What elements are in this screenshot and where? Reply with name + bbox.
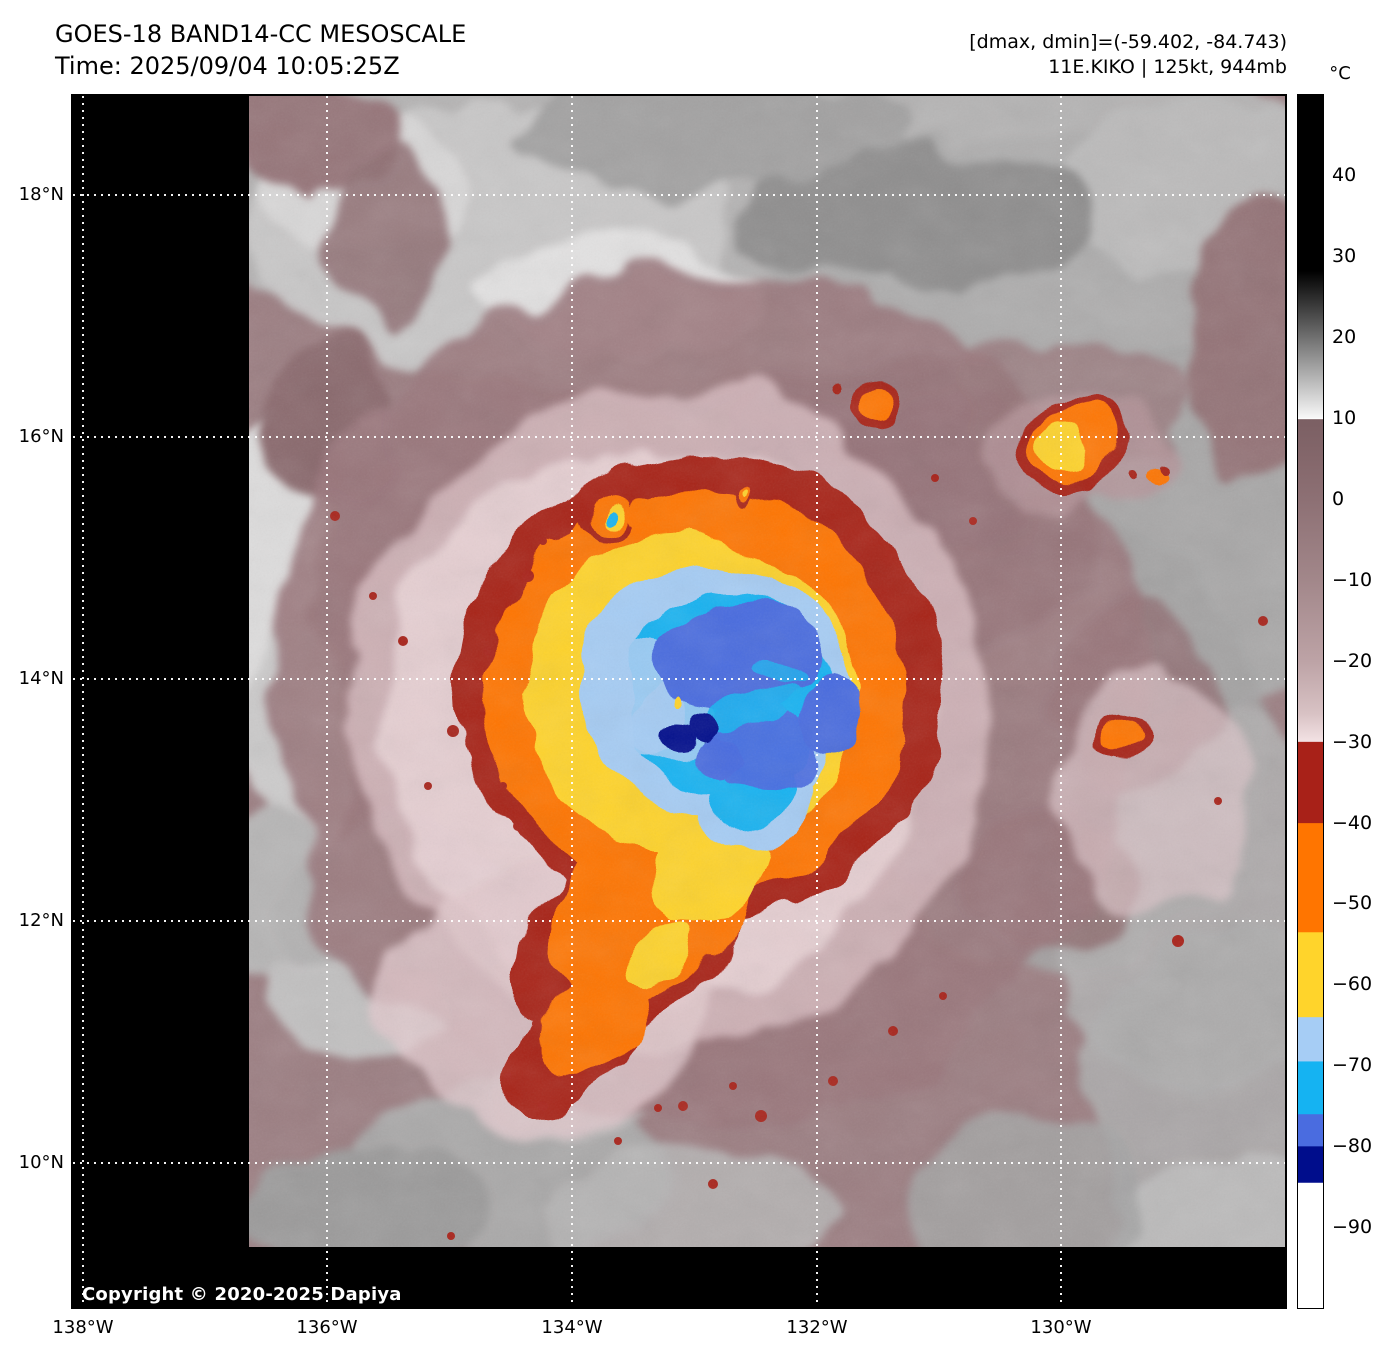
- lon-tick-134w: 134°W: [541, 1317, 603, 1338]
- cb-tick-10: 10: [1332, 407, 1357, 429]
- cb-tick-m40: −40: [1332, 812, 1373, 834]
- data-swath: [249, 96, 1285, 1247]
- copyright-watermark: Copyright © 2020-2025 Dapiya: [82, 1284, 402, 1305]
- cb-tick-m80: −80: [1332, 1135, 1373, 1157]
- lon-tick-132w: 132°W: [786, 1317, 848, 1338]
- lat-tick-10n: 10°N: [18, 1152, 64, 1173]
- lon-tick-136w: 136°W: [296, 1317, 358, 1338]
- satellite-map-panel: [71, 94, 1287, 1309]
- lat-tick-12n: 12°N: [18, 910, 64, 931]
- cb-tick-m30: −30: [1332, 731, 1373, 753]
- dmax-dmin-readout: [dmax, dmin]=(-59.402, -84.743): [969, 31, 1287, 53]
- temperature-colorbar: [1297, 94, 1324, 1309]
- lat-tick-18n: 18°N: [18, 184, 64, 205]
- cb-tick-m90: −90: [1332, 1216, 1373, 1238]
- cb-tick-m70: −70: [1332, 1054, 1373, 1076]
- storm-intensity-readout: 11E.KIKO | 125kt, 944mb: [1048, 56, 1287, 78]
- cb-tick-m60: −60: [1332, 973, 1373, 995]
- cb-tick-20: 20: [1332, 326, 1357, 348]
- figure-subtitle: Time: 2025/09/04 10:05:25Z: [55, 52, 400, 80]
- colorbar-units-label: °C: [1329, 63, 1351, 84]
- pixel-grain-overlay: [249, 96, 1285, 1247]
- cb-tick-30: 30: [1332, 245, 1357, 267]
- cb-tick-m20: −20: [1332, 650, 1373, 672]
- figure-title: GOES-18 BAND14-CC MESOSCALE: [55, 20, 467, 48]
- cb-tick-40: 40: [1332, 164, 1357, 186]
- satellite-infrared-image: [73, 96, 1285, 1307]
- graticule-gridlines: [73, 96, 1285, 1307]
- lon-tick-138w: 138°W: [52, 1317, 114, 1338]
- lat-tick-16n: 16°N: [18, 426, 64, 447]
- cb-tick-0: 0: [1332, 488, 1345, 510]
- lon-tick-130w: 130°W: [1030, 1317, 1092, 1338]
- cb-tick-m50: −50: [1332, 892, 1373, 914]
- cb-tick-m10: −10: [1332, 569, 1373, 591]
- lat-tick-14n: 14°N: [18, 668, 64, 689]
